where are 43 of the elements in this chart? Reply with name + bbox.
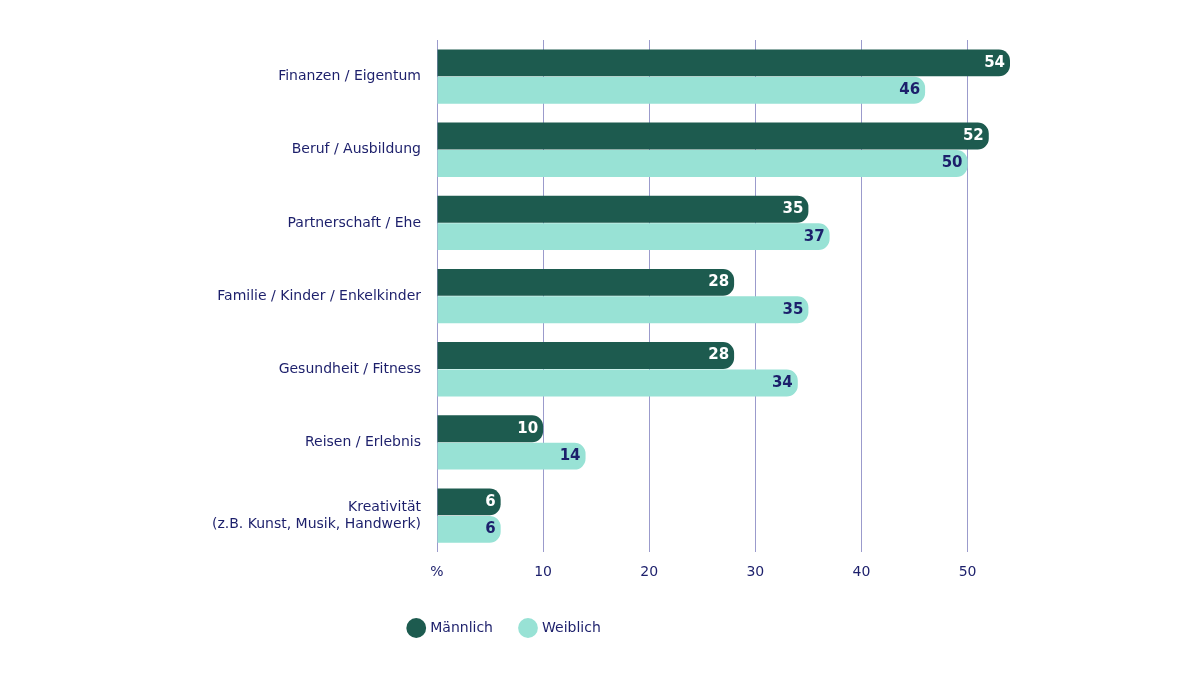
bar: [437, 369, 798, 397]
bar: [437, 442, 586, 470]
data-label: 35: [782, 299, 804, 318]
y-tick-label: Kreativität (z.B. Kunst, Musik, Handwerk): [211, 497, 422, 531]
x-tick-label: 20: [640, 563, 659, 580]
y-tick-label: Familie / Kinder / Enkelkinder: [217, 286, 422, 303]
bar: [437, 488, 501, 516]
bar: [437, 223, 830, 251]
y-tick-label: Reisen / Erlebnis: [304, 433, 421, 450]
y-tick-label: Beruf / Ausbildung: [291, 140, 421, 157]
bar: [437, 296, 809, 324]
data-label: 6: [485, 519, 496, 538]
data-label: 54: [984, 52, 1005, 71]
x-tick-label: 40: [852, 563, 871, 580]
bar: [437, 150, 968, 177]
y-tick-label: Partnerschaft / Ehe: [287, 213, 421, 230]
data-label: 28: [708, 345, 730, 364]
data-label: 52: [962, 125, 984, 144]
data-label: 10: [517, 418, 539, 437]
bar: [437, 515, 501, 543]
bar: [437, 342, 735, 369]
bar: [437, 268, 735, 296]
data-label: 46: [899, 80, 921, 99]
bar: [437, 415, 544, 443]
bar: [437, 122, 989, 150]
data-label: 35: [782, 199, 804, 218]
x-tick-label: %: [430, 563, 444, 580]
y-tick-label: Finanzen / Eigentum: [278, 67, 421, 84]
data-label: 50: [941, 153, 963, 172]
x-tick-label: 50: [958, 563, 977, 580]
y-tick-label: Gesundheit / Fitness: [278, 359, 421, 376]
bar: [437, 49, 1010, 77]
data-label: 37: [803, 226, 825, 245]
bar: [437, 195, 809, 223]
x-tick-label: 30: [746, 563, 765, 580]
data-label: 14: [559, 446, 581, 465]
data-label: 28: [708, 272, 730, 291]
bar: [437, 76, 926, 104]
data-label: 34: [771, 372, 793, 391]
legend-label: Weiblich: [542, 618, 601, 635]
data-label: 6: [485, 491, 496, 510]
legend-label: Männlich: [430, 618, 494, 635]
x-tick-label: 10: [534, 563, 553, 580]
